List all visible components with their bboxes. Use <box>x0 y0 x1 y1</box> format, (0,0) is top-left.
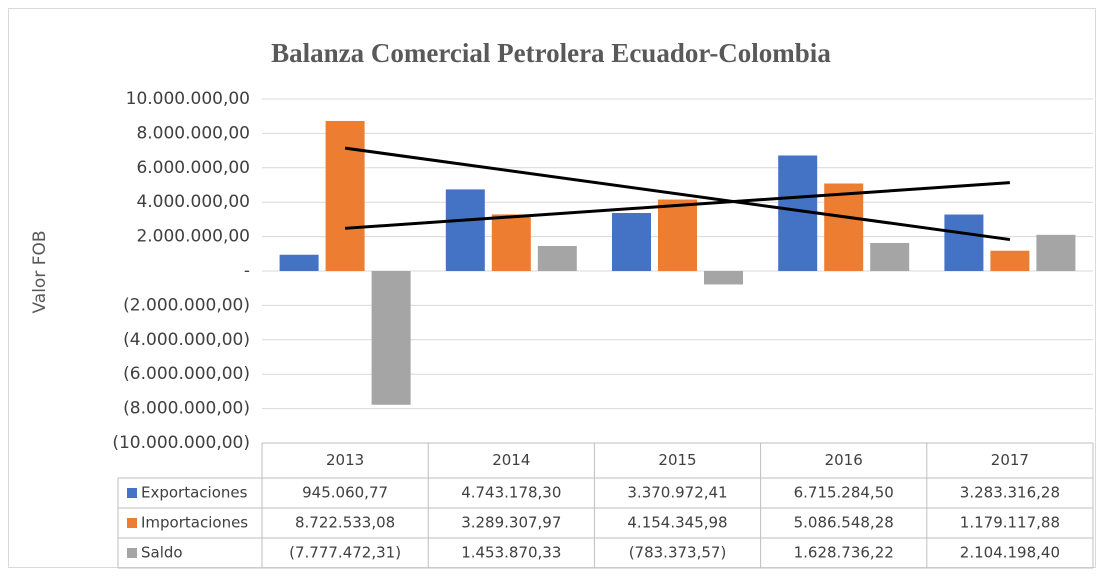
y-axis-title: Valor FOB <box>30 230 50 313</box>
y-tick-label: (4.000.000,00) <box>123 330 250 350</box>
legend-swatch <box>127 518 137 528</box>
table-value: 3.289.307,97 <box>461 514 561 532</box>
bar <box>824 183 864 271</box>
y-tick-label: 4.000.000,00 <box>136 192 250 212</box>
bar <box>990 250 1030 271</box>
table-value: 8.722.533,08 <box>295 514 395 532</box>
table-value: 3.283.316,28 <box>960 484 1060 502</box>
table-value: 5.086.548,28 <box>794 514 894 532</box>
table-value: 1.628.736,22 <box>794 544 894 562</box>
x-tick-label: 2015 <box>658 451 696 469</box>
bar <box>445 189 485 271</box>
bar <box>704 271 743 285</box>
table-value: 1.453.870,33 <box>461 544 561 562</box>
y-tick-label: (10.000.000,00) <box>112 433 250 453</box>
y-tick-label: 8.000.000,00 <box>136 123 250 143</box>
y-tick-label: 2.000.000,00 <box>136 227 250 247</box>
x-tick-label: 2013 <box>326 451 364 469</box>
trendline <box>344 146 1011 242</box>
x-tick-label: 2017 <box>991 451 1029 469</box>
chart-frame <box>8 8 1096 568</box>
bar <box>537 245 577 271</box>
table-value: 3.370.972,41 <box>627 484 727 502</box>
table-value: 4.154.345,98 <box>627 514 727 532</box>
legend-swatch <box>127 548 137 558</box>
bar <box>870 242 910 271</box>
legend-label: Saldo <box>141 544 183 562</box>
bar <box>491 214 531 271</box>
y-tick-label: 6.000.000,00 <box>136 158 250 178</box>
y-tick-label: (2.000.000,00) <box>123 295 250 315</box>
bar <box>371 271 411 405</box>
legend-label: Exportaciones <box>141 484 248 502</box>
table-value: 945.060,77 <box>302 484 388 502</box>
bar <box>944 214 984 271</box>
table-value: (7.777.472,31) <box>289 544 401 562</box>
y-tick-label: - <box>244 261 250 281</box>
table-value: 6.715.284,50 <box>794 484 894 502</box>
legend-label: Importaciones <box>141 514 248 532</box>
y-tick-label: (6.000.000,00) <box>123 364 250 384</box>
table-value: (783.373,57) <box>629 544 727 562</box>
bar <box>325 120 365 271</box>
y-tick-label: (8.000.000,00) <box>123 399 250 419</box>
table-value: 2.104.198,40 <box>960 544 1060 562</box>
legend-swatch <box>127 488 137 498</box>
table-value: 4.743.178,30 <box>461 484 561 502</box>
table-value: 1.179.117,88 <box>960 514 1060 532</box>
bar <box>279 254 319 271</box>
bar <box>612 213 651 271</box>
chart-title: Balanza Comercial Petrolera Ecuador-Colo… <box>271 38 831 68</box>
y-tick-label: 10.000.000,00 <box>126 89 250 109</box>
bar <box>1036 234 1076 271</box>
bar <box>658 199 697 271</box>
x-tick-label: 2014 <box>492 451 530 469</box>
x-tick-label: 2016 <box>825 451 863 469</box>
trendline <box>344 181 1011 230</box>
